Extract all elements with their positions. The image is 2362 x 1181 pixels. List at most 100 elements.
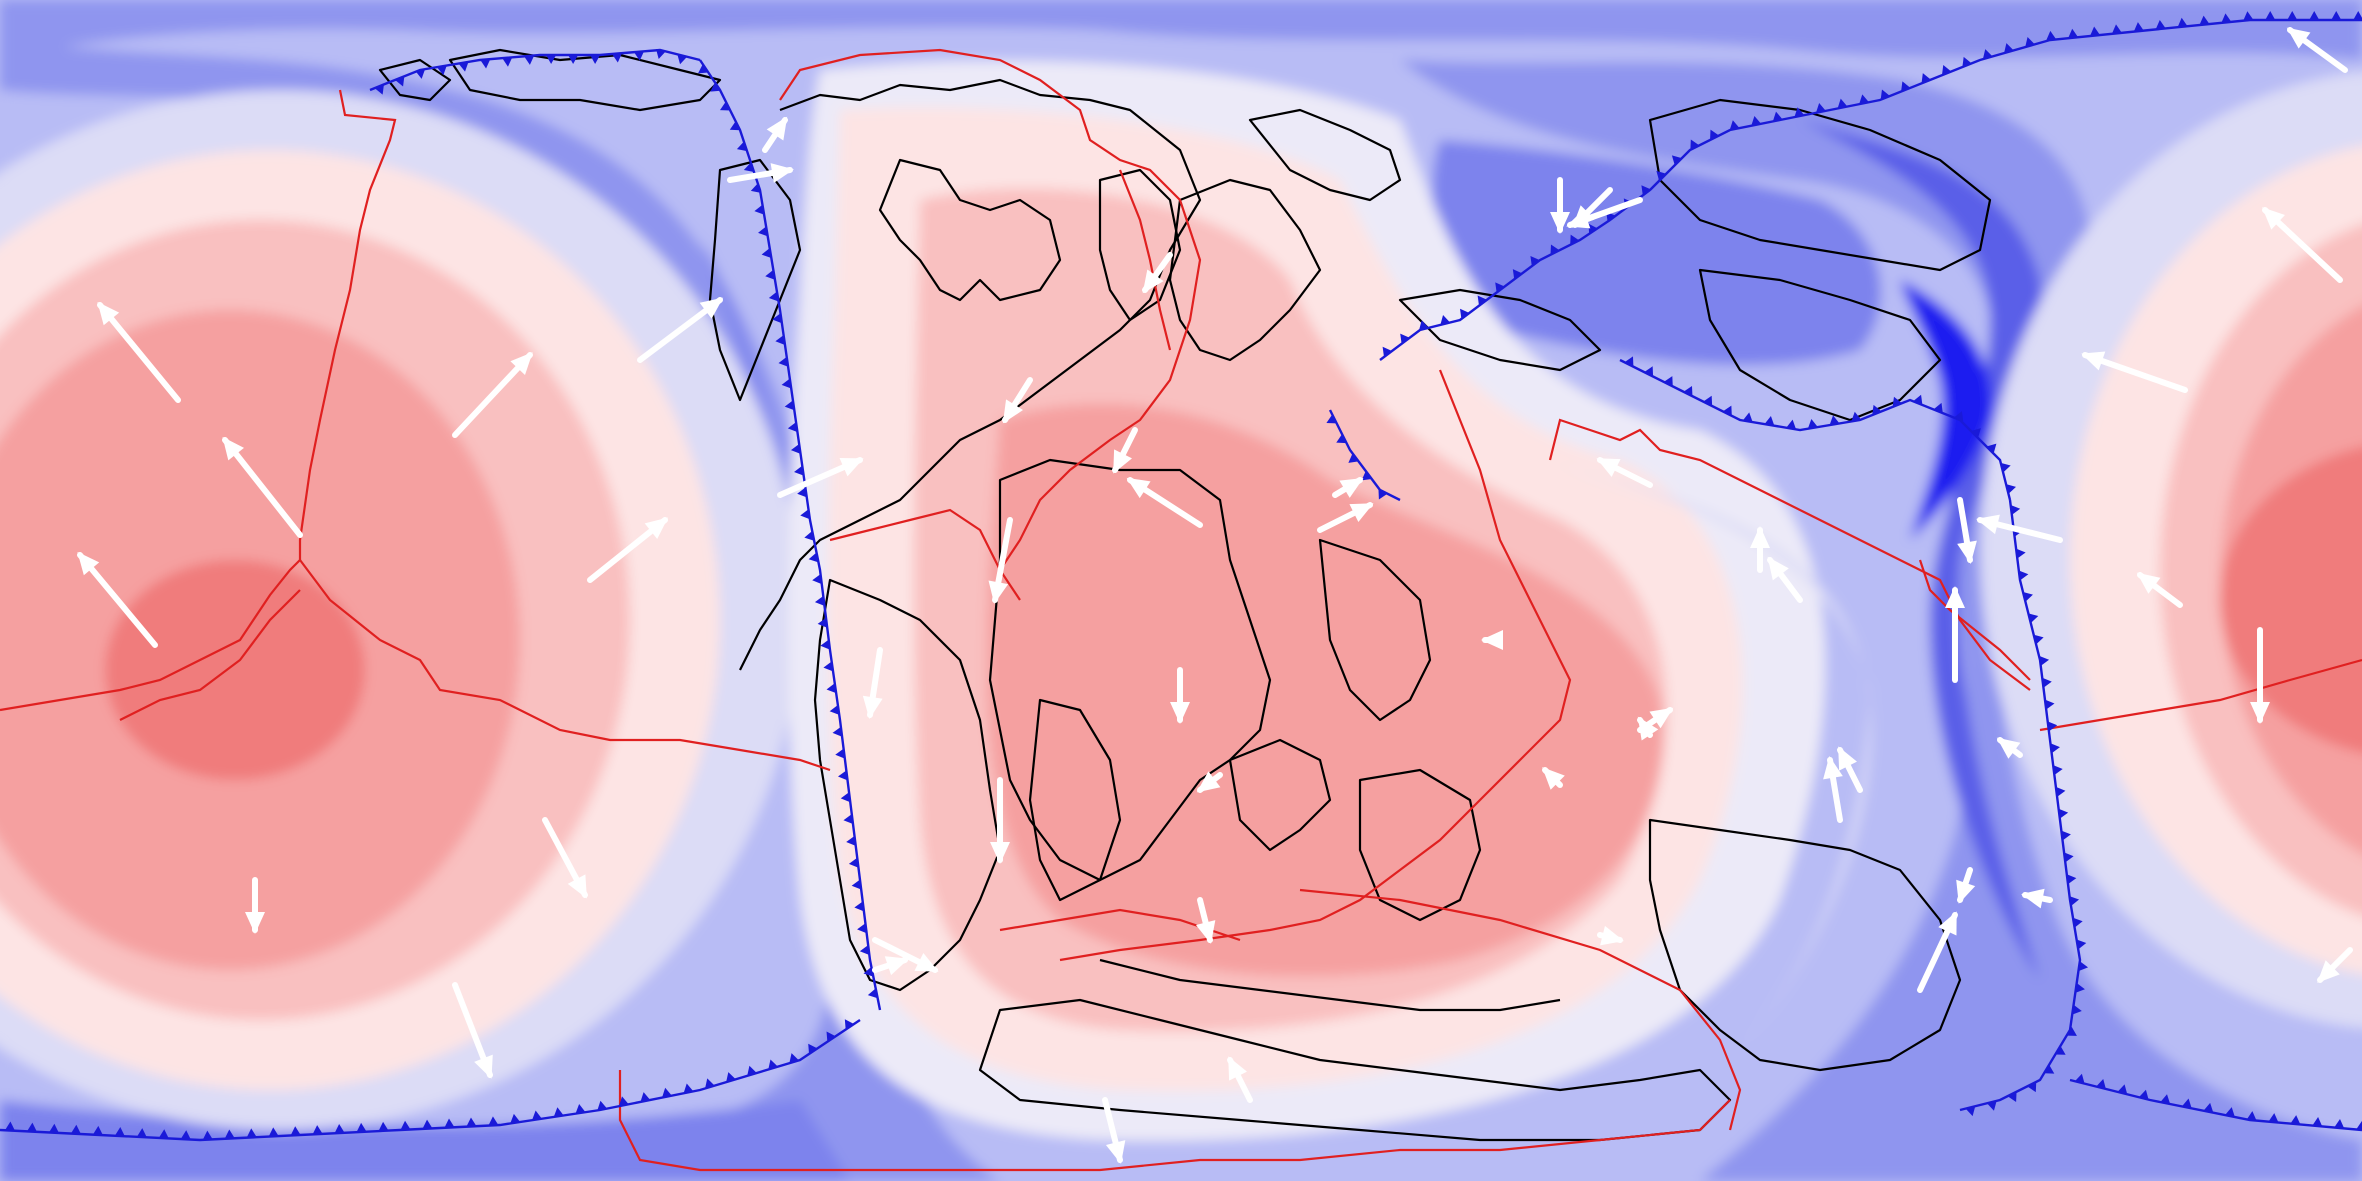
subduction-tooth [1378,489,1388,500]
velocity-arrow-head [1195,920,1216,944]
velocity-arrow-head [1228,1056,1247,1081]
ridge-east-wrap [2039,658,2362,732]
velocity-arrow-head [770,163,794,183]
subduction-tooth [524,55,535,65]
subduction-tooth [2000,462,2011,473]
velocity-arrow-head [2250,702,2270,724]
subduction-tooth [1326,414,1337,424]
subduction-tooth [808,1043,818,1054]
subduction-tooth [1941,65,1952,76]
subduction-tooth [2004,43,2014,54]
subduction-tooth [1624,356,1634,367]
ridge-north-pacific-b [0,559,301,712]
subduction-tooth [705,1078,715,1089]
ridge-southern-ring [618,1070,1731,1172]
subduction-tooth [422,1119,433,1129]
velocity-arrow-head [97,301,120,326]
subduction-tooth [2199,15,2210,26]
subduction-tooth [768,291,779,302]
subduction-tooth [114,1127,125,1137]
velocity-arrow-head [1339,477,1364,498]
coastline-west-terranes [708,158,802,402]
field-band-deep-blue-east [1900,280,1992,540]
subduction-tooth [765,269,775,280]
subduction-tooth [136,1128,147,1138]
velocity-arrow-head [862,695,883,719]
subduction-tooth [2055,1045,2066,1055]
subduction-tooth [2064,852,2074,863]
field-central-salmon [986,403,1664,977]
subduction-tooth [2074,1073,2085,1084]
subduction-tooth [2117,1084,2128,1095]
subduction-tooth [2068,28,2079,39]
subduction-tooth [1837,98,1848,109]
subduction-tooth [854,901,864,912]
velocity-arrow-shaft [452,352,533,438]
subduction-tooth [820,639,830,650]
subduction-tooth [781,378,792,389]
subduction-zone-cimmeria [1328,409,1401,502]
subduction-zone-east-wrap [2069,1078,2362,1132]
coastline-madagascar [1228,738,1332,852]
subduction-tooth [334,1124,345,1134]
subduction-tooth [1892,396,1902,407]
velocity-arrow-shaft [97,302,181,403]
velocity-arrow-head [699,297,724,319]
subduction-tooth [553,1107,564,1117]
subduction-tooth [1962,56,1972,68]
subduction-tooth [2309,11,2320,20]
subduction-tooth [590,55,601,64]
subduction-tooth [2016,548,2026,559]
subduction-tooth [683,1083,694,1094]
velocity-arrow-head [1002,399,1024,424]
velocity-arrow-head [1596,458,1621,477]
subduction-tooth [2076,939,2087,950]
subduction-tooth [800,509,810,520]
velocity-arrow-head [1996,737,2021,759]
subduction-tooth [1710,129,1720,140]
subduction-tooth [488,1116,499,1126]
velocity-arrow-head [884,956,909,976]
subduction-tooth [772,313,782,324]
subduction-tooth [2025,37,2035,48]
subduction-tooth [612,53,623,63]
subduction-tooth [2018,570,2029,581]
subduction-tooth [1382,346,1393,357]
subduction-tooth [1965,1106,1976,1117]
subduction-tooth [2006,484,2016,494]
subduction-tooth [844,1019,854,1030]
subduction-tooth [2334,1119,2345,1129]
velocity-arrow-head [1957,540,1977,564]
velocity-arrow-head [1481,630,1503,650]
subduction-tooth [2287,11,2298,20]
subduction-tooth [510,1113,521,1124]
ridge-tethys [1059,369,1572,962]
velocity-arrow-head [2136,572,2161,594]
subduction-tooth [2072,1004,2082,1015]
velocity-arrow-head [2317,960,2340,983]
subduction-tooth [1588,223,1598,234]
coastline-south-america-2 [1028,698,1122,902]
subduction-tooth [415,69,426,79]
subduction-tooth [710,82,721,92]
subduction-tooth [1644,366,1654,377]
velocity-arrow-head [567,874,587,899]
subduction-tooth [2010,504,2021,515]
velocity-arrow-head [474,1054,493,1079]
subduction-tooth [1829,415,1840,426]
subduction-tooth [444,1118,455,1128]
subduction-tooth [787,422,798,433]
subduction-tooth [829,705,840,715]
velocity-arrow-head [1945,586,1965,608]
subduction-tooth [1477,295,1488,306]
subduction-tooth [2177,17,2188,28]
subduction-tooth [2061,830,2071,841]
subduction-tooth [618,1096,629,1107]
subduction-tooth [867,988,878,999]
subduction-tooth [158,1129,169,1139]
subduction-tooth [374,84,384,95]
velocity-arrow-shaft [222,437,303,538]
subduction-tooth [2246,1111,2257,1121]
ridge-south-australia [1299,888,1742,1131]
subduction-tooth [656,49,666,59]
